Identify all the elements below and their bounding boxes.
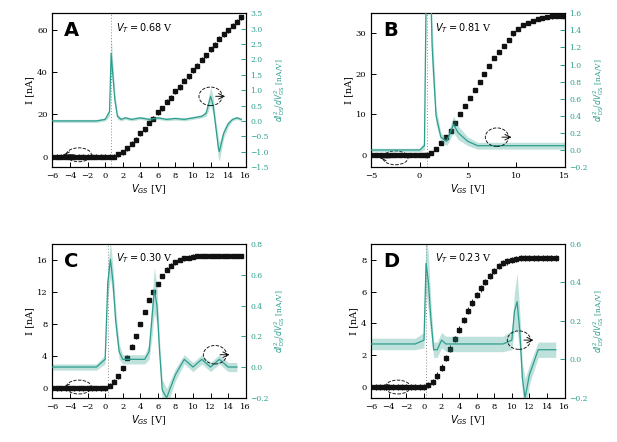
Y-axis label: I [nA]: I [nA]: [349, 307, 358, 335]
Y-axis label: I [nA]: I [nA]: [344, 76, 353, 104]
Text: B: B: [383, 21, 397, 40]
Text: $V_T = 0.23$ V: $V_T = 0.23$ V: [435, 251, 492, 266]
Y-axis label: I [nA]: I [nA]: [25, 307, 34, 335]
X-axis label: $V_{GS}$ [V]: $V_{GS}$ [V]: [450, 183, 486, 196]
X-axis label: $V_{GS}$ [V]: $V_{GS}$ [V]: [131, 183, 167, 196]
Text: C: C: [64, 251, 78, 271]
Text: $V_T = 0.81$ V: $V_T = 0.81$ V: [435, 21, 492, 35]
Y-axis label: I [nA]: I [nA]: [25, 76, 34, 104]
Text: A: A: [64, 21, 79, 40]
X-axis label: $V_{GS}$ [V]: $V_{GS}$ [V]: [450, 413, 486, 427]
Y-axis label: $dI_{\mathrm{DS}}^{2}/dV_{\mathrm{GS}}^{2}$ [nA/V]: $dI_{\mathrm{DS}}^{2}/dV_{\mathrm{GS}}^{…: [272, 289, 287, 353]
X-axis label: $V_{GS}$ [V]: $V_{GS}$ [V]: [131, 413, 167, 427]
Text: $V_T = 0.68$ V: $V_T = 0.68$ V: [116, 21, 173, 35]
Y-axis label: $dI_{\mathrm{DS}}^{2}/dV_{\mathrm{GS}}^{2}$ [nA/V]: $dI_{\mathrm{DS}}^{2}/dV_{\mathrm{GS}}^{…: [590, 58, 606, 122]
Text: D: D: [383, 251, 399, 271]
Y-axis label: $dI_{\mathrm{DS}}^{2}/dV_{\mathrm{GS}}^{2}$ [nA/V]: $dI_{\mathrm{DS}}^{2}/dV_{\mathrm{GS}}^{…: [590, 289, 606, 353]
Y-axis label: $dI_{\mathrm{DS}}^{2}/dV_{\mathrm{GS}}^{2}$ [nA/V]: $dI_{\mathrm{DS}}^{2}/dV_{\mathrm{GS}}^{…: [272, 58, 287, 122]
Text: $V_T = 0.30$ V: $V_T = 0.30$ V: [116, 251, 173, 266]
